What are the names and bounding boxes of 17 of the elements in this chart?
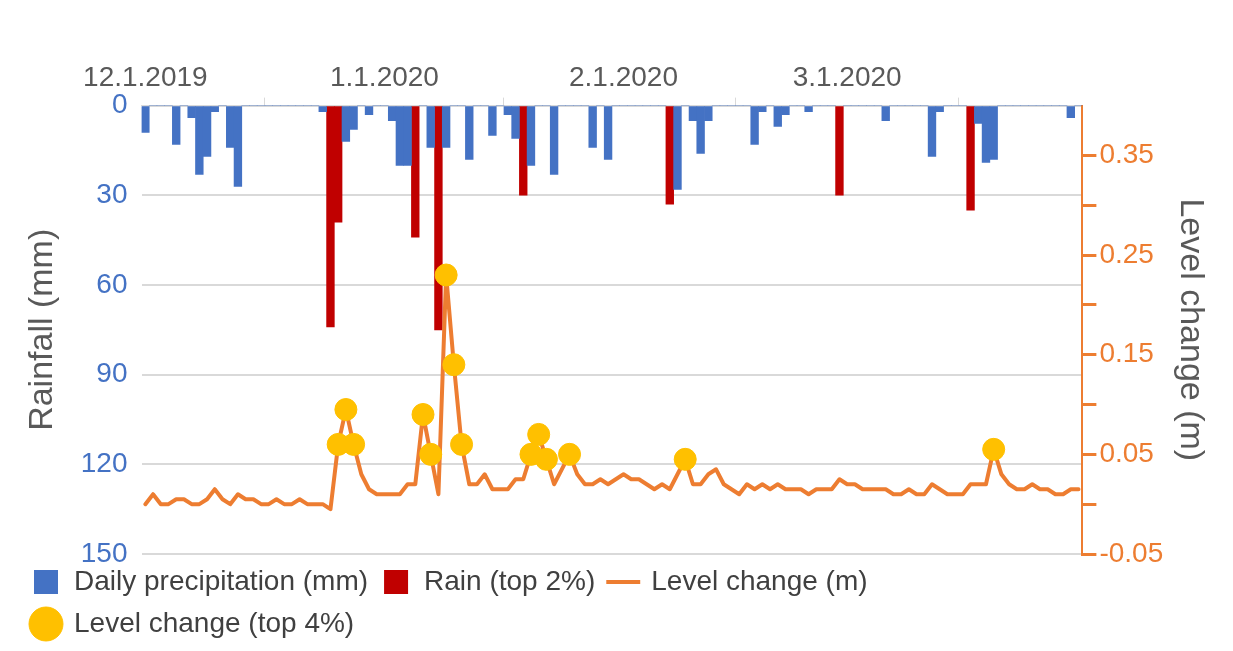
y-tick-label: 60: [96, 267, 128, 299]
y2-tick-label: 0.35: [1099, 138, 1154, 170]
y-tick-label: 90: [96, 357, 128, 389]
y-tick-label: 120: [80, 447, 128, 479]
y2-tick-label: -0.05: [1099, 536, 1164, 568]
x-tick-label: 3.1.2020: [792, 60, 902, 92]
y2-tick-label: 0.25: [1099, 237, 1154, 269]
legend-label: Level change (m): [651, 564, 868, 596]
y-axis-title: Rainfall (mm): [20, 228, 59, 431]
y2-axis-title: Level change (m): [1174, 198, 1213, 462]
legend-label: Level change (top 4%): [74, 606, 355, 638]
y2-tick-label: 0.05: [1099, 437, 1154, 469]
x-tick-label: 1.1.2020: [329, 60, 439, 92]
x-tick-label: 2.1.2020: [569, 60, 679, 92]
y2-tick-label: 0.15: [1099, 337, 1154, 369]
legend-label: Rain (top 2%): [424, 564, 596, 596]
y-tick-label: 30: [96, 178, 128, 209]
